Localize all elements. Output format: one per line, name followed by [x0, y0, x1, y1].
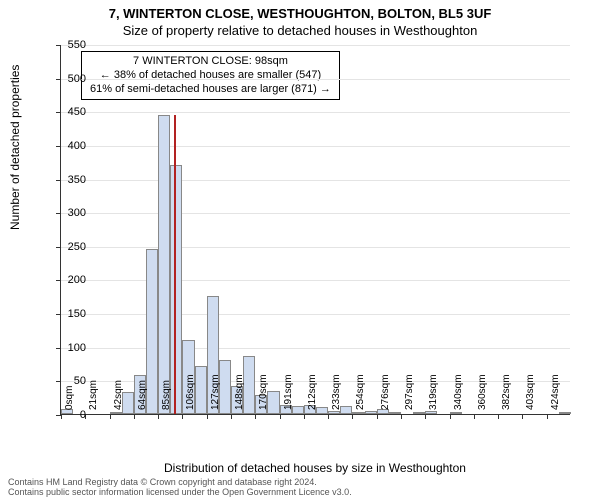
histogram-bar	[328, 411, 340, 414]
ytick-label: 250	[46, 241, 86, 253]
ytick-label: 200	[46, 274, 86, 286]
ytick-label: 150	[46, 308, 86, 320]
xtick-label: 403sqm	[525, 374, 536, 410]
histogram-bar	[413, 412, 425, 414]
xtick-label: 42sqm	[113, 380, 124, 410]
gridline-h	[61, 348, 570, 349]
footer-attribution: Contains HM Land Registry data © Crown c…	[8, 478, 352, 498]
gridline-h	[61, 247, 570, 248]
xtick-mark	[207, 414, 208, 419]
xtick-label: 0sqm	[64, 386, 75, 410]
x-axis-label: Distribution of detached houses by size …	[60, 461, 570, 475]
xtick-mark	[474, 414, 475, 419]
xtick-label: 191sqm	[283, 374, 294, 410]
ytick-label: 350	[46, 174, 86, 186]
xtick-label: 382sqm	[501, 374, 512, 410]
xtick-label: 319sqm	[428, 374, 439, 410]
xtick-label: 233sqm	[331, 374, 342, 410]
annotation-line-1: 7 WINTERTON CLOSE: 98sqm	[90, 55, 331, 69]
xtick-label: 276sqm	[380, 374, 391, 410]
gridline-h	[61, 314, 570, 315]
xtick-label: 148sqm	[234, 374, 245, 410]
xtick-label: 212sqm	[307, 374, 318, 410]
xtick-mark	[425, 414, 426, 419]
xtick-mark	[231, 414, 232, 419]
xtick-mark	[134, 414, 135, 419]
annotation-box: 7 WINTERTON CLOSE: 98sqm ← 38% of detach…	[81, 51, 340, 100]
histogram-bar	[450, 412, 462, 414]
xtick-mark	[377, 414, 378, 419]
xtick-label: 254sqm	[355, 374, 366, 410]
xtick-label: 360sqm	[477, 374, 488, 410]
gridline-h	[61, 45, 570, 46]
plot-area: 7 WINTERTON CLOSE: 98sqm ← 38% of detach…	[60, 45, 570, 415]
gridline-h	[61, 213, 570, 214]
histogram-bar	[425, 411, 437, 414]
xtick-mark	[280, 414, 281, 419]
xtick-label: 85sqm	[161, 380, 172, 410]
xtick-label: 424sqm	[550, 374, 561, 410]
histogram-bar	[352, 412, 364, 414]
xtick-mark	[110, 414, 111, 419]
footer-line-2: Contains public sector information licen…	[8, 488, 352, 498]
histogram-bar	[110, 412, 122, 414]
chart-title: 7, WINTERTON CLOSE, WESTHOUGHTON, BOLTON…	[0, 6, 600, 21]
xtick-mark	[352, 414, 353, 419]
xtick-mark	[158, 414, 159, 419]
annotation-line-2: ← 38% of detached houses are smaller (54…	[90, 69, 331, 83]
xtick-mark	[328, 414, 329, 419]
ytick-label: 400	[46, 140, 86, 152]
xtick-mark	[547, 414, 548, 419]
xtick-mark	[304, 414, 305, 419]
xtick-label: 21sqm	[88, 380, 99, 410]
xtick-label: 106sqm	[185, 374, 196, 410]
xtick-label: 127sqm	[210, 374, 221, 410]
xtick-label: 340sqm	[453, 374, 464, 410]
gridline-h	[61, 146, 570, 147]
histogram-bar	[340, 406, 352, 414]
chart-container: 7, WINTERTON CLOSE, WESTHOUGHTON, BOLTON…	[0, 0, 600, 500]
ytick-label: 0	[46, 409, 86, 421]
histogram-bar	[195, 366, 207, 414]
histogram-bar	[267, 391, 279, 414]
ytick-label: 300	[46, 207, 86, 219]
xtick-mark	[450, 414, 451, 419]
ytick-label: 500	[46, 73, 86, 85]
xtick-mark	[498, 414, 499, 419]
histogram-bar	[170, 165, 182, 414]
xtick-mark	[401, 414, 402, 419]
chart-subtitle: Size of property relative to detached ho…	[0, 23, 600, 38]
gridline-h	[61, 280, 570, 281]
y-axis-label: Number of detached properties	[8, 65, 22, 230]
gridline-h	[61, 112, 570, 113]
xtick-label: 64sqm	[137, 380, 148, 410]
xtick-mark	[255, 414, 256, 419]
xtick-label: 297sqm	[404, 374, 415, 410]
property-marker-line	[174, 115, 176, 414]
ytick-label: 100	[46, 342, 86, 354]
gridline-h	[61, 180, 570, 181]
histogram-bar	[389, 412, 401, 414]
gridline-h	[61, 79, 570, 80]
ytick-label: 550	[46, 39, 86, 51]
ytick-label: 50	[46, 375, 86, 387]
xtick-mark	[182, 414, 183, 419]
histogram-bar	[365, 411, 377, 414]
xtick-label: 170sqm	[258, 374, 269, 410]
histogram-bar	[158, 115, 170, 414]
histogram-bar	[559, 412, 571, 414]
ytick-label: 450	[46, 106, 86, 118]
xtick-mark	[522, 414, 523, 419]
annotation-line-3: 61% of semi-detached houses are larger (…	[90, 83, 331, 97]
